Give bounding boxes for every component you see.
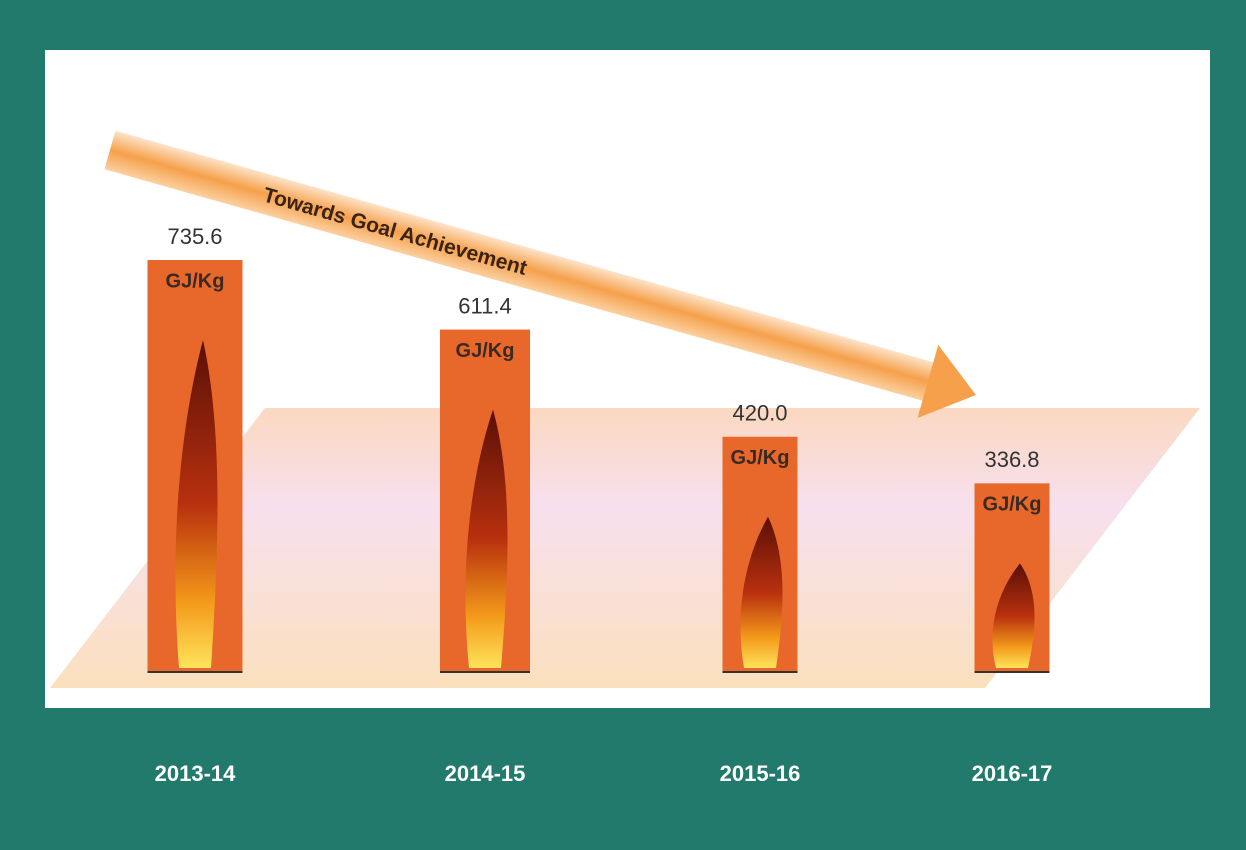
flame: [175, 340, 218, 668]
value-label: 420.0: [732, 401, 787, 426]
value-label: 336.8: [984, 447, 1039, 472]
floor: [50, 408, 1200, 688]
x-tick-label: 2013-14: [155, 761, 237, 786]
x-tick-label: 2014-15: [445, 761, 526, 786]
value-label: 735.6: [167, 224, 222, 249]
x-tick-label: 2015-16: [720, 761, 801, 786]
flame: [992, 563, 1035, 668]
arrow-head: [917, 344, 976, 419]
arrow-shaft: [104, 130, 943, 404]
unit-label: GJ/Kg: [166, 270, 225, 292]
unit-label: GJ/Kg: [456, 340, 515, 362]
unit-label: GJ/Kg: [731, 447, 790, 469]
flame: [465, 409, 508, 668]
flame: [740, 516, 783, 668]
x-tick-label: 2016-17: [972, 761, 1053, 786]
value-label: 611.4: [458, 293, 511, 318]
unit-label: GJ/Kg: [983, 494, 1042, 516]
